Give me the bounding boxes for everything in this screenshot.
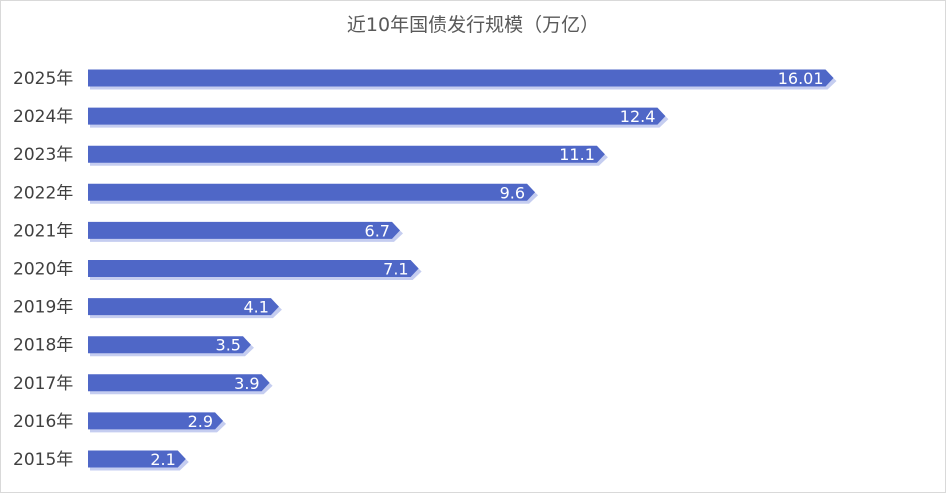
bar-2024年 [88,107,666,125]
value-label: 16.01 [778,69,824,88]
bar-2025年 [88,69,834,87]
value-label: 7.1 [383,260,408,279]
category-label: 2021年 [13,221,73,241]
bar-2020年 [88,260,419,277]
category-label: 2015年 [13,450,73,470]
chart-title: 近10年国债发行规模（万亿） [347,14,599,36]
bars-group: 2025年 16.01 2024年 12.4 2023年 11.1 2022年 9.6 2021… [13,69,837,471]
category-label: 2020年 [13,260,73,280]
bar-2017年 [88,374,270,392]
bar-2022年 [88,183,536,201]
category-label: 2022年 [13,183,73,203]
value-label: 9.6 [500,183,525,202]
category-label: 2017年 [13,374,73,394]
bar-2018年 [88,336,251,354]
value-label: 12.4 [620,107,656,126]
category-label: 2018年 [13,336,73,356]
bar-2016年 [88,412,224,430]
category-label: 2023年 [13,145,73,165]
value-label: 3.9 [234,374,259,393]
value-label: 3.5 [216,336,241,355]
category-label: 2016年 [13,412,73,432]
value-label: 4.1 [243,298,268,317]
value-label: 2.9 [188,412,213,431]
value-label: 11.1 [559,145,595,164]
category-label: 2019年 [13,298,73,318]
value-label: 2.1 [150,450,175,469]
bar-2023年 [88,145,605,163]
category-label: 2025年 [13,69,73,89]
value-label: 6.7 [365,221,390,240]
bar-2021年 [88,221,400,239]
bar-2015年 [88,450,186,468]
bar-2019年 [88,298,279,316]
category-label: 2024年 [13,107,73,127]
